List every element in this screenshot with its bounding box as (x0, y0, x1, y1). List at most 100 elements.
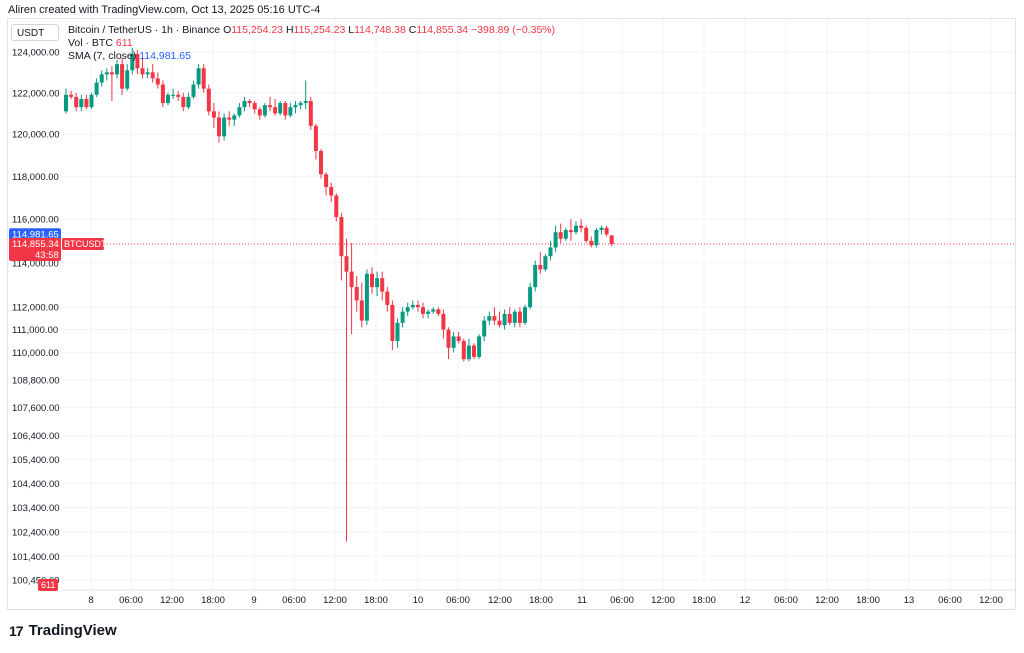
candle[interactable] (201, 64, 206, 93)
candle[interactable] (268, 96, 272, 112)
candle[interactable] (426, 309, 431, 319)
candle[interactable] (574, 221, 578, 235)
candle[interactable] (109, 66, 114, 101)
candle[interactable] (130, 47, 135, 75)
candle[interactable] (456, 331, 461, 344)
candle[interactable] (171, 88, 176, 99)
candle[interactable] (319, 148, 323, 179)
candle[interactable] (252, 100, 257, 114)
tradingview-logo[interactable]: 17 TradingView (9, 622, 117, 639)
candle[interactable] (415, 300, 420, 312)
candle[interactable] (410, 300, 415, 310)
candle[interactable] (512, 309, 517, 328)
candle[interactable] (364, 269, 369, 326)
candle[interactable] (145, 68, 150, 79)
candle[interactable] (497, 311, 502, 328)
candle[interactable] (446, 327, 451, 360)
candle[interactable] (502, 309, 507, 330)
candle[interactable] (308, 96, 313, 131)
candle[interactable] (431, 307, 436, 314)
candle[interactable] (64, 88, 68, 114)
candle[interactable] (237, 103, 242, 118)
candle[interactable] (278, 100, 283, 116)
candle[interactable] (579, 219, 584, 233)
candle[interactable] (150, 64, 155, 83)
candle[interactable] (242, 96, 247, 112)
candle[interactable] (293, 100, 298, 114)
candle[interactable] (99, 70, 104, 87)
candle[interactable] (288, 103, 293, 118)
candle[interactable] (390, 300, 395, 351)
candle[interactable] (115, 60, 119, 79)
candle[interactable] (563, 227, 568, 241)
candle[interactable] (436, 307, 441, 317)
candle[interactable] (84, 94, 89, 110)
candle[interactable] (217, 111, 221, 143)
candle[interactable] (594, 227, 599, 248)
candle[interactable] (324, 172, 329, 196)
candle[interactable] (451, 331, 456, 353)
candle[interactable] (359, 282, 364, 328)
candle[interactable] (477, 334, 482, 360)
currency-badge[interactable]: USDT (11, 24, 59, 41)
candle[interactable] (160, 80, 165, 108)
candle[interactable] (375, 271, 380, 296)
candle[interactable] (441, 309, 446, 339)
candle[interactable] (472, 343, 476, 360)
candle[interactable] (558, 223, 563, 244)
candle[interactable] (482, 316, 487, 341)
candle[interactable] (191, 80, 196, 99)
candle[interactable] (298, 100, 303, 110)
candle[interactable] (155, 72, 160, 89)
candle[interactable] (492, 307, 497, 326)
candle[interactable] (568, 219, 573, 241)
candle[interactable] (166, 92, 170, 106)
candle[interactable] (176, 90, 181, 101)
candle[interactable] (599, 225, 604, 235)
candle[interactable] (548, 240, 553, 261)
candle[interactable] (74, 92, 79, 112)
candle[interactable] (232, 113, 237, 126)
candle[interactable] (94, 78, 99, 97)
candle[interactable] (283, 100, 288, 120)
candle[interactable] (395, 318, 400, 348)
candle[interactable] (543, 254, 548, 272)
candle[interactable] (262, 103, 267, 118)
candle[interactable] (461, 338, 466, 362)
candle[interactable] (257, 107, 262, 120)
candle[interactable] (125, 64, 130, 91)
candle[interactable] (589, 236, 594, 248)
candle[interactable] (89, 92, 94, 110)
candle[interactable] (303, 80, 308, 110)
candle[interactable] (421, 302, 425, 319)
candle[interactable] (538, 251, 543, 274)
candle[interactable] (517, 307, 522, 328)
candle[interactable] (79, 94, 84, 112)
candle[interactable] (334, 193, 339, 222)
candle[interactable] (400, 307, 405, 328)
candle[interactable] (104, 68, 109, 81)
candle[interactable] (349, 243, 354, 335)
candle[interactable] (528, 282, 533, 310)
candle[interactable] (120, 58, 125, 95)
candle[interactable] (181, 92, 186, 112)
candle[interactable] (523, 304, 527, 326)
candle[interactable] (344, 238, 349, 542)
candle[interactable] (339, 212, 344, 281)
candle[interactable] (487, 311, 492, 326)
candle[interactable] (405, 302, 410, 317)
candle[interactable] (533, 260, 538, 292)
candle[interactable] (69, 90, 74, 99)
candle[interactable] (507, 307, 512, 326)
candle[interactable] (380, 271, 385, 301)
candle[interactable] (466, 338, 471, 362)
candle[interactable] (186, 92, 191, 110)
candle[interactable] (609, 235, 614, 247)
candle[interactable] (227, 111, 232, 126)
candle[interactable] (553, 225, 558, 252)
candle[interactable] (135, 49, 140, 75)
candle[interactable] (354, 276, 359, 312)
candle[interactable] (329, 182, 334, 202)
candle[interactable] (385, 287, 390, 312)
